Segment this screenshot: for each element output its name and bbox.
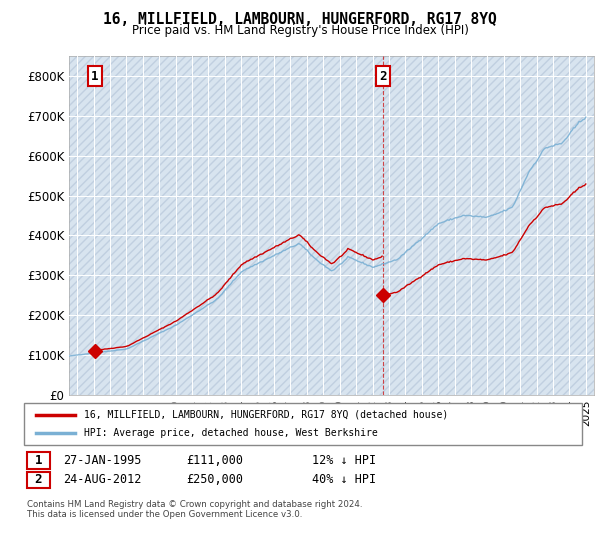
Text: 24-AUG-2012: 24-AUG-2012 — [63, 473, 142, 487]
Text: Contains HM Land Registry data © Crown copyright and database right 2024.: Contains HM Land Registry data © Crown c… — [27, 500, 362, 508]
Text: 16, MILLFIELD, LAMBOURN, HUNGERFORD, RG17 8YQ: 16, MILLFIELD, LAMBOURN, HUNGERFORD, RG1… — [103, 12, 497, 27]
Text: £250,000: £250,000 — [186, 473, 243, 487]
Text: 27-JAN-1995: 27-JAN-1995 — [63, 454, 142, 467]
Text: 12% ↓ HPI: 12% ↓ HPI — [312, 454, 376, 467]
Text: 2: 2 — [35, 473, 42, 487]
Text: 16, MILLFIELD, LAMBOURN, HUNGERFORD, RG17 8YQ (detached house): 16, MILLFIELD, LAMBOURN, HUNGERFORD, RG1… — [84, 410, 448, 420]
Text: 1: 1 — [91, 69, 98, 82]
Text: £111,000: £111,000 — [186, 454, 243, 467]
Text: 40% ↓ HPI: 40% ↓ HPI — [312, 473, 376, 487]
Text: HPI: Average price, detached house, West Berkshire: HPI: Average price, detached house, West… — [84, 428, 378, 438]
Text: Price paid vs. HM Land Registry's House Price Index (HPI): Price paid vs. HM Land Registry's House … — [131, 24, 469, 36]
Text: 2: 2 — [379, 69, 387, 82]
Text: 1: 1 — [35, 454, 42, 467]
Text: This data is licensed under the Open Government Licence v3.0.: This data is licensed under the Open Gov… — [27, 510, 302, 519]
